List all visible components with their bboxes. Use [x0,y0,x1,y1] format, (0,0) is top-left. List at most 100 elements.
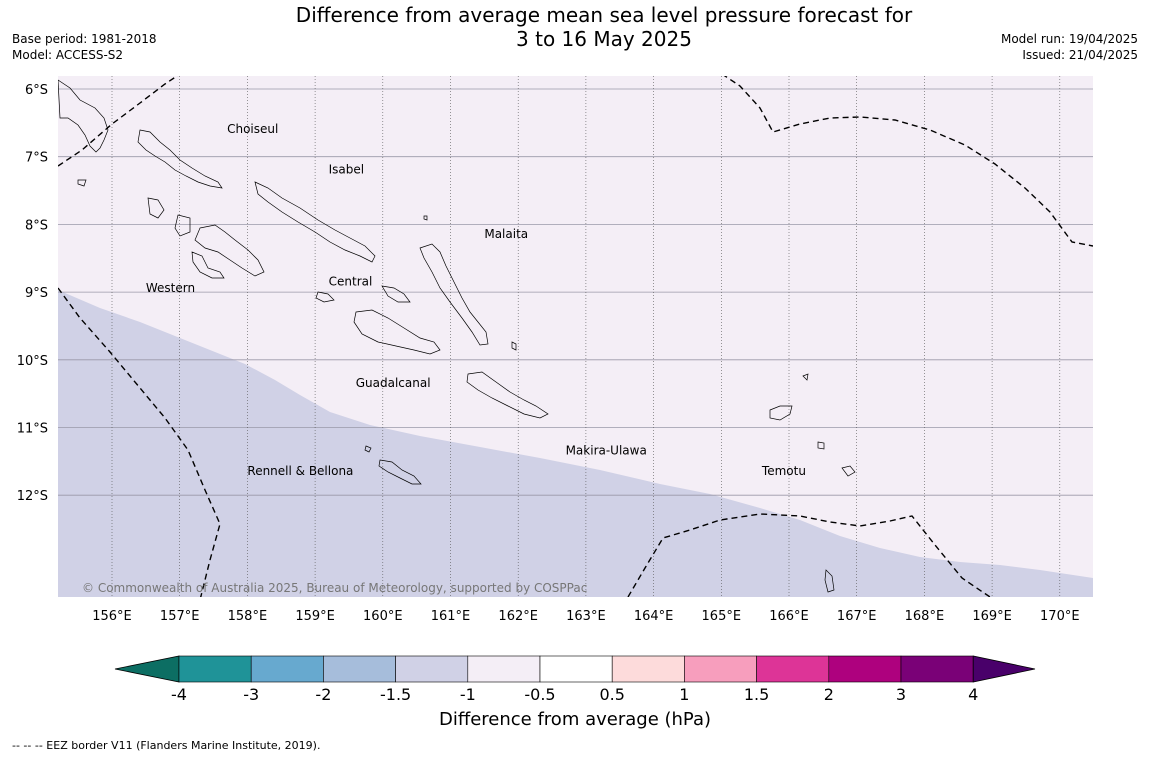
colorbar-segment [250,655,324,683]
eez-border-nauru-arc [723,76,1093,247]
latitude-label: 10°S [17,354,48,369]
longitude-label: 170°E [1040,609,1080,624]
isabel-coast [254,181,376,263]
longitude-label: 163°E [566,609,606,624]
colorbar-segment [828,655,902,683]
colorbar-arrow-left [114,655,180,683]
colorbar-tick-label: -0.5 [524,685,555,704]
colorbar-segment [539,655,613,683]
longitude-label: 157°E [160,609,200,624]
choiseul-coast [137,129,223,189]
region-label: Choiseul [227,122,278,136]
makira-coast [466,371,549,419]
rendova-coast [191,251,225,279]
meta-right: Model run: 19/04/2025 Issued: 21/04/2025 [1001,31,1138,63]
region-label: Temotu [761,464,806,478]
longitude-label: 164°E [634,609,674,624]
small-malaita-coast [511,341,517,351]
region-label: Western [146,281,195,295]
longitude-label: 168°E [905,609,945,624]
model-text: Model: ACCESS-S2 [12,48,124,62]
colorbar-segment [900,655,974,683]
eez-border-vanuatu-south [627,513,991,597]
longitude-label: 166°E [769,609,809,624]
longitude-label: 156°E [92,609,132,624]
colorbar-tick-label: -1.5 [380,685,411,704]
latitude-label: 6°S [25,83,48,98]
santa-cruz-coast [769,405,793,421]
longitude-label: 159°E [295,609,335,624]
colorbar-segment [684,655,757,683]
rennell-coast [378,459,422,485]
region-labels: Choiseul Isabel Malaita Western Central Guada… [146,122,806,478]
colorbar-segment [395,655,469,683]
latitude-label: 8°S [25,218,48,233]
longitude-label: 158°E [228,609,268,624]
colorbar-tick-label: 3 [896,685,906,704]
eez-border-png-north [58,76,179,167]
bellona-coast [364,445,372,453]
shortland-coast [77,179,87,187]
longitude-label: 169°E [972,609,1012,624]
colorbar [114,655,1036,683]
title-line-2: 3 to 16 May 2025 [516,27,692,51]
model-run-text: Model run: 19/04/2025 [1000,32,1138,46]
eez-borders [58,76,1093,597]
new-georgia-group-coast [194,224,265,277]
colorbar-tick-label: 1 [679,685,689,704]
anuta-coast [824,569,835,593]
colorbar-tick-label: 4 [968,685,978,704]
colorbar-segment [611,655,685,683]
meta-left: Base period: 1981-2018 Model: ACCESS-S2 [12,31,157,63]
colorbar-tick-labels: -4 -3 -2 -1.5 -1 -0.5 0.5 1 1.5 2 3 4 [171,685,978,704]
region-label: Rennell & Bellona [247,464,353,478]
tikopia-coast [841,465,856,477]
longitude-label: 160°E [363,609,403,624]
vanikoro-coast [817,441,825,450]
colorbar-tick-label: 0.5 [599,685,624,704]
colorbar-title: Difference from average (hPa) [438,709,712,730]
region-label: Guadalcanal [356,376,431,390]
region-label: Central [329,274,373,288]
longitude-label: 167°E [837,609,877,624]
latitude-label: 7°S [25,151,48,166]
vella-lavella-coast [147,197,165,219]
longitude-label: 165°E [702,609,742,624]
copyright-text: © Commonwealth of Australia 2025, Bureau… [82,581,587,595]
region-label: Makira-Ulawa [566,444,647,458]
gridlines [58,76,1093,597]
malaita-coast [419,243,489,346]
issued-text: Issued: 21/04/2025 [1022,48,1138,62]
colorbar-tick-label: -3 [243,685,259,704]
colorbar-segment [323,655,396,683]
longitude-label: 161°E [431,609,471,624]
colorbar-tick-label: 1.5 [744,685,769,704]
base-period-text: Base period: 1981-2018 [12,32,157,46]
guadalcanal-coast [353,309,441,355]
longitude-label: 162°E [498,609,538,624]
colorbar-segment [178,655,252,683]
region-label: Malaita [484,227,528,241]
coastlines [58,79,856,593]
latitude-label: 11°S [17,422,48,437]
ontong-islet-coast [423,215,428,221]
florida-islands-coast [315,291,335,303]
new-georgia-coast [174,214,191,237]
footnote: -- -- -- EEZ border V11 (Flanders Marine… [12,739,321,752]
region-label: Isabel [329,163,364,177]
title-line-1: Difference from average mean sea level p… [295,3,913,27]
map-area [58,76,1093,597]
colorbar-segment [467,655,541,683]
russell-islands-coast [381,285,411,303]
colorbar-tick-label: -4 [171,685,187,704]
latitude-label: 12°S [17,489,48,504]
longitude-labels: 156°E 157°E 158°E 159°E 160°E 161°E 162°E 163°E… [92,609,1079,624]
bougainville-coast [58,79,109,153]
duff-islands-coast [802,373,809,381]
latitude-labels: 6°S 7°S 8°S 9°S 10°S 11°S 12°S [17,83,48,504]
colorbar-tick-label: -2 [315,685,331,704]
anomaly-fill-lower [58,290,1093,597]
colorbar-tick-label: 2 [824,685,834,704]
latitude-label: 9°S [25,286,48,301]
